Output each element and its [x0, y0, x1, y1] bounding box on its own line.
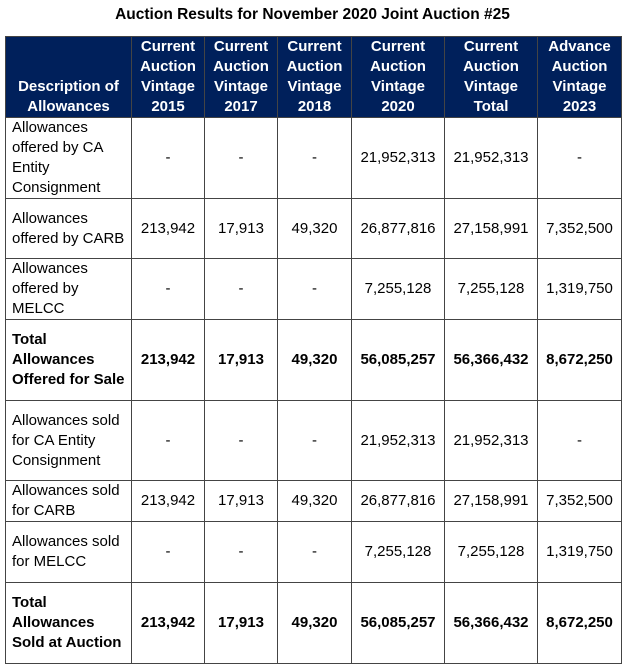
row-description: Allowances offered by CA Entity Consignm… [5, 117, 132, 199]
table-row: Allowances offered by CA Entity Consignm… [5, 117, 622, 199]
row-description: Total Allowances Offered for Sale [5, 319, 132, 401]
table-cell: 7,255,128 [351, 521, 445, 583]
table-cell: 56,085,257 [351, 582, 445, 664]
table-cell: 49,320 [277, 480, 352, 522]
column-header: Current Auction Vintage 2020 [351, 36, 445, 118]
table-row: Allowances sold for CA Entity Consignmen… [5, 400, 622, 481]
table-cell: - [277, 400, 352, 481]
table-cell: 17,913 [204, 319, 278, 401]
table-cell: 26,877,816 [351, 480, 445, 522]
table-cell: 1,319,750 [537, 258, 622, 320]
table-cell: 49,320 [277, 319, 352, 401]
header-row: Description of Allowances Current Auction… [5, 36, 622, 118]
table-cell: 21,952,313 [351, 400, 445, 481]
table-cell: - [537, 117, 622, 199]
table-cell: - [131, 258, 205, 320]
table-cell: 213,942 [131, 198, 205, 259]
row-description: Allowances sold for CA Entity Consignmen… [5, 400, 132, 481]
row-description: Allowances sold for MELCC [5, 521, 132, 583]
table-cell: 21,952,313 [351, 117, 445, 199]
table-cell: 7,255,128 [444, 258, 538, 320]
table-cell: 49,320 [277, 198, 352, 259]
table-cell: - [131, 117, 205, 199]
table-cell: 213,942 [131, 480, 205, 522]
table-cell: 213,942 [131, 582, 205, 664]
row-description: Total Allowances Sold at Auction [5, 582, 132, 664]
table-cell: 7,255,128 [444, 521, 538, 583]
table-cell: 21,952,313 [444, 400, 538, 481]
table-cell: 17,913 [204, 480, 278, 522]
table-cell: 27,158,991 [444, 480, 538, 522]
table-cell: - [277, 258, 352, 320]
table-cell: 56,366,432 [444, 319, 538, 401]
table-row: Allowances sold for MELCC - - -7,255,128 7,2… [5, 521, 622, 583]
table-cell: 7,352,500 [537, 198, 622, 259]
column-header: Current Auction Vintage 2015 [131, 36, 205, 118]
row-description: Allowances offered by CARB [5, 198, 132, 259]
table-cell: 1,319,750 [537, 521, 622, 583]
table-cell: 7,255,128 [351, 258, 445, 320]
table-cell: 17,913 [204, 198, 278, 259]
column-header: Current Auction Vintage 2017 [204, 36, 278, 118]
table-row: Allowances sold for CARB 213,942 17,913 49,… [5, 480, 622, 522]
table-cell: 7,352,500 [537, 480, 622, 522]
column-header: Advance Auction Vintage 2023 [537, 36, 622, 118]
table-cell: - [277, 117, 352, 199]
table-cell: - [204, 258, 278, 320]
table-cell: 17,913 [204, 582, 278, 664]
table-cell: 56,085,257 [351, 319, 445, 401]
table-cell: - [131, 400, 205, 481]
table-cell: 26,877,816 [351, 198, 445, 259]
table-row: Allowances offered by MELCC - - -7,255,128 7… [5, 258, 622, 320]
table-cell: 8,672,250 [537, 319, 622, 401]
table-cell: 49,320 [277, 582, 352, 664]
table-cell: 56,366,432 [444, 582, 538, 664]
table-cell: - [131, 521, 205, 583]
table-row: Allowances offered by CARB 213,942 17,913 4… [5, 198, 622, 259]
total-row: Total Allowances Sold at Auction 213,942 1… [5, 582, 622, 664]
table-cell: 21,952,313 [444, 117, 538, 199]
row-description: Allowances sold for CARB [5, 480, 132, 522]
table-cell: - [537, 400, 622, 481]
row-description: Allowances offered by MELCC [5, 258, 132, 320]
total-row: Total Allowances Offered for Sale 213,942… [5, 319, 622, 401]
auction-results-table: Description of Allowances Current Auction… [5, 36, 622, 664]
column-header: Description of Allowances [5, 36, 132, 118]
table-cell: - [204, 400, 278, 481]
column-header: Current Auction Vintage 2018 [277, 36, 352, 118]
column-header: Current Auction Vintage Total [444, 36, 538, 118]
table-cell: - [277, 521, 352, 583]
table-cell: 213,942 [131, 319, 205, 401]
table-cell: - [204, 521, 278, 583]
table-cell: - [204, 117, 278, 199]
table-cell: 27,158,991 [444, 198, 538, 259]
table-cell: 8,672,250 [537, 582, 622, 664]
table-title: Auction Results for November 2020 Joint … [115, 6, 510, 23]
